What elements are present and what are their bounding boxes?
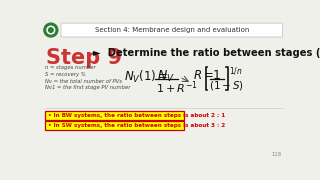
Text: $1$: $1$	[212, 69, 221, 82]
Text: ►  Determine the ratio between stages (R): ► Determine the ratio between stages (R)	[93, 48, 320, 58]
Text: S = recovery %: S = recovery %	[45, 72, 86, 77]
Circle shape	[44, 23, 58, 37]
Circle shape	[47, 26, 55, 34]
Text: • In BW systems, the ratio between steps is about 2 : 1: • In BW systems, the ratio between steps…	[48, 113, 225, 118]
Text: $1 + R^{-1}$: $1 + R^{-1}$	[156, 79, 198, 96]
FancyBboxPatch shape	[61, 23, 283, 37]
Text: n = stages number: n = stages number	[45, 66, 96, 71]
Text: Section 4: Membrane design and evaluation: Section 4: Membrane design and evaluatio…	[95, 28, 249, 33]
Text: 118: 118	[272, 152, 282, 157]
Circle shape	[49, 28, 53, 32]
Text: • In SW systems, the ratio between steps is about 3 : 2: • In SW systems, the ratio between steps…	[48, 123, 225, 128]
Text: Nv1 = the first stage PV number: Nv1 = the first stage PV number	[45, 85, 131, 90]
Text: Nv = the total number of PVs: Nv = the total number of PVs	[45, 79, 123, 84]
FancyBboxPatch shape	[45, 111, 184, 120]
Text: $1/n$: $1/n$	[229, 66, 243, 76]
Text: $N_V$: $N_V$	[157, 69, 175, 84]
FancyBboxPatch shape	[45, 121, 184, 130]
Text: $(1-S)$: $(1-S)$	[209, 79, 244, 92]
Text: $N_V(1) =$: $N_V(1) =$	[124, 69, 168, 86]
Text: Step 9: Step 9	[46, 48, 122, 68]
Text: $R=$: $R=$	[193, 69, 214, 82]
